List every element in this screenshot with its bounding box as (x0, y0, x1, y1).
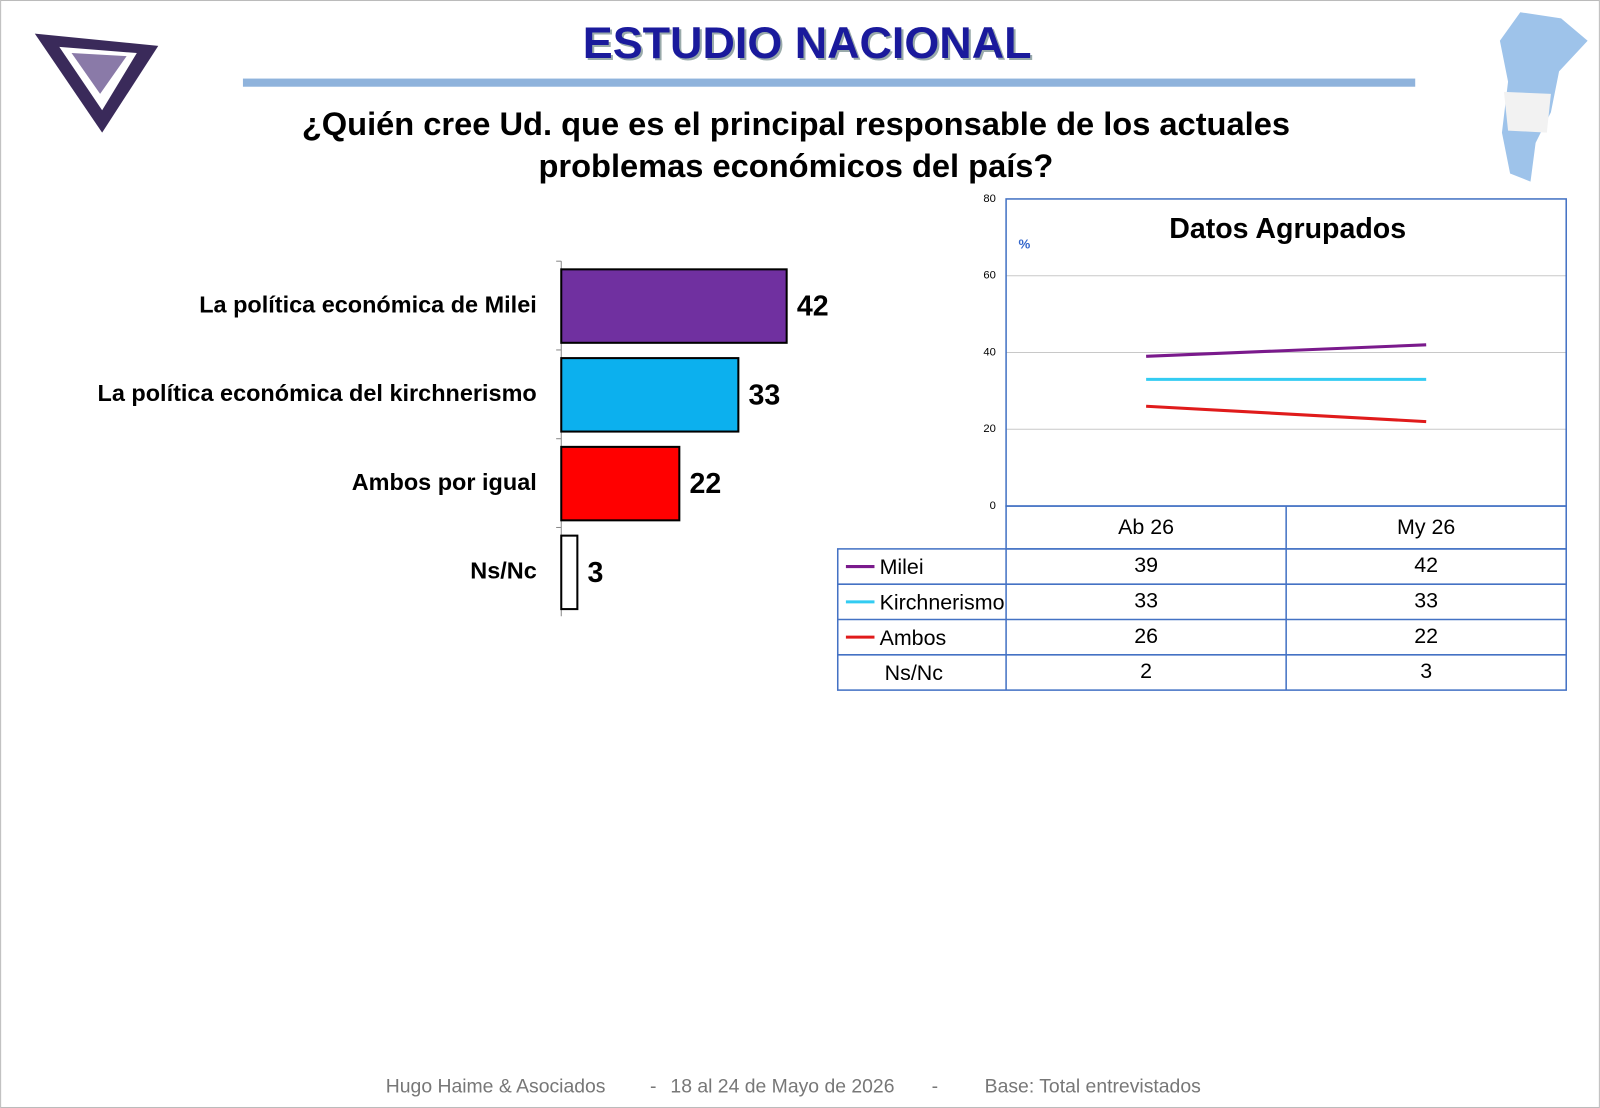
legend-label: Ambos (880, 626, 947, 650)
y-tick-label: 0 (990, 500, 996, 512)
logo (34, 33, 159, 133)
title-rule (242, 78, 1416, 87)
footer-text: Base: Total entrevistados (985, 1076, 1201, 1098)
map-icon (1499, 12, 1588, 182)
bar (560, 268, 788, 344)
series-line (1146, 343, 1427, 358)
category-label: Ns/Nc (470, 558, 536, 584)
footer-text: Hugo Haime & Asociados (386, 1076, 606, 1098)
x-tick-label: Ab 26 (1118, 515, 1174, 539)
table-value: 33 (1414, 589, 1438, 613)
category-label: La política económica de Milei (199, 291, 537, 317)
y-tick-label: 40 (983, 346, 995, 358)
y-tick-label: 80 (983, 193, 995, 205)
chart-title: Datos Agrupados (1169, 213, 1406, 245)
y-tick-label: 20 (983, 423, 995, 435)
category-label: Ambos por igual (352, 469, 537, 495)
bar (560, 357, 740, 433)
question: problemas económicos del país? (538, 147, 1053, 184)
legend-label: Milei (880, 555, 924, 579)
table-value: 2 (1140, 659, 1152, 683)
footer-text: - (650, 1076, 656, 1098)
footer: Hugo Haime & Asociados -18 al 24 de Mayo … (386, 1076, 1201, 1098)
table-value: 33 (1134, 589, 1158, 613)
charts: La política económica de Milei 42 La polít… (98, 193, 1567, 691)
legend-label: Ns/Nc (885, 661, 944, 685)
bar (560, 445, 681, 522)
x-tick-label: My 26 (1397, 515, 1455, 539)
footer-text: - (932, 1076, 938, 1098)
table-value: 22 (1414, 624, 1438, 648)
y-axis-label: % (1019, 236, 1031, 251)
category-label: La política económica del kirchnerismo (98, 380, 537, 406)
series-line (1146, 404, 1427, 424)
bar (560, 534, 579, 611)
value-label: 33 (749, 379, 781, 411)
legend-label: Kirchnerismo (880, 591, 1005, 615)
y-tick-label: 60 (983, 270, 995, 282)
title-shadow: ESTUDIO NACIONAL (585, 19, 1034, 70)
value-label: 3 (588, 557, 604, 589)
footer-text: 18 al 24 de Mayo de 2026 (670, 1076, 894, 1098)
table-value: 42 (1414, 553, 1438, 577)
table-value: 39 (1134, 553, 1158, 577)
question: ¿Quién cree Ud. que es el principal resp… (302, 105, 1290, 142)
table-value: 26 (1134, 624, 1158, 648)
value-label: 22 (690, 468, 722, 500)
value-label: 42 (797, 291, 829, 323)
table-value: 3 (1420, 659, 1432, 683)
slide-title: ESTUDIO NACIONAL (583, 17, 1032, 68)
